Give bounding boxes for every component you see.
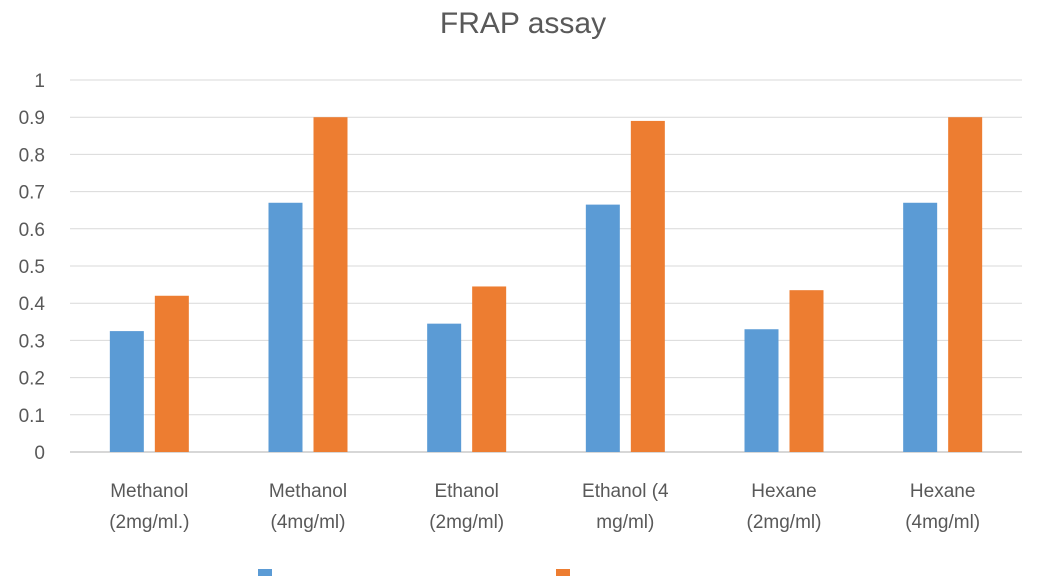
y-tick-label: 0.5 — [19, 257, 45, 278]
legend — [258, 569, 570, 576]
legend-swatch-2 — [556, 569, 570, 576]
bar-series-2-2 — [313, 117, 348, 452]
y-tick-label: 0.9 — [19, 108, 45, 129]
bar-series-1-4 — [585, 204, 620, 452]
bar-series-1-6 — [903, 202, 938, 452]
x-tick-label: Ethanol (4 mg/ml) — [582, 481, 669, 533]
y-tick-label: 1 — [34, 71, 45, 92]
y-tick-label: 0.7 — [19, 183, 45, 204]
y-tick-label: 0.1 — [19, 406, 45, 427]
y-tick-label: 0 — [34, 443, 45, 464]
gridlines — [70, 79, 1022, 453]
y-tick-label: 0.4 — [19, 294, 46, 315]
x-tick-label: Methanol (2mg/ml.) — [109, 481, 189, 533]
bar-series-1-5 — [744, 329, 779, 452]
bar-series-2-3 — [472, 286, 507, 452]
bar-series-1-1 — [109, 331, 144, 452]
y-axis-ticks: 0 0.1 0.2 0.3 0.4 0.5 0.6 0.7 0.8 0.9 1 — [19, 71, 46, 464]
bar-series-1-2 — [268, 202, 303, 452]
y-tick-label: 0.6 — [19, 220, 45, 241]
y-tick-label: 0.3 — [19, 331, 45, 352]
bars — [109, 117, 983, 453]
x-tick-label: Methanol (4mg/ml) — [269, 481, 347, 533]
bar-series-2-1 — [154, 295, 189, 452]
bar-series-2-6 — [948, 117, 983, 452]
y-tick-label: 0.2 — [19, 369, 45, 390]
y-tick-label: 0.8 — [19, 145, 45, 166]
bar-series-2-5 — [789, 290, 824, 452]
x-axis-ticks: Methanol (2mg/ml.) Methanol (4mg/ml) Ethanol… — [109, 481, 980, 533]
legend-swatch-1 — [258, 569, 272, 576]
x-tick-label: Ethanol (2mg/ml) — [429, 481, 504, 533]
x-tick-label: Hexane (4mg/ml) — [905, 481, 980, 533]
x-tick-label: Hexane (2mg/ml) — [747, 481, 822, 533]
bar-series-1-3 — [427, 323, 462, 452]
bar-series-2-4 — [630, 120, 665, 453]
chart-title: FRAP assay — [440, 7, 606, 40]
